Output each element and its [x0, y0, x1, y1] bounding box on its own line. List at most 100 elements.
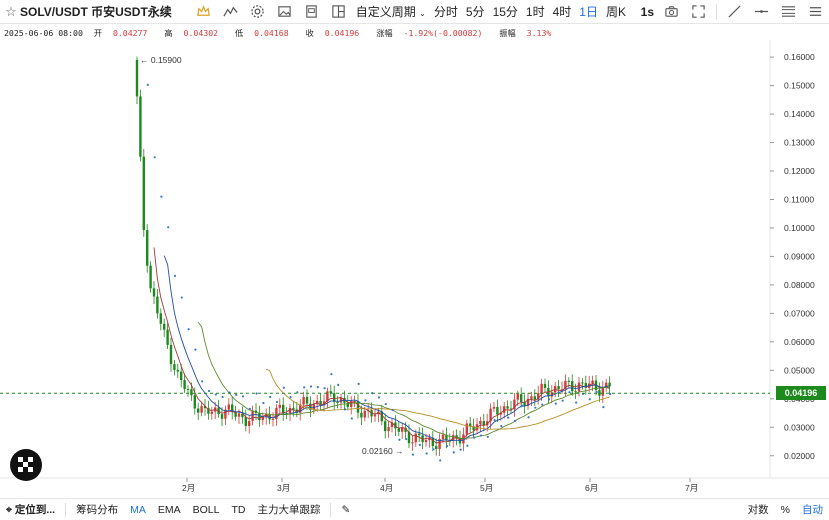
menu-icon[interactable] [802, 2, 829, 22]
sar-dot [445, 445, 449, 448]
ma-line [163, 255, 610, 442]
interval-1d[interactable]: 1日 [579, 5, 598, 19]
sar-dot [405, 437, 408, 441]
candle-body [163, 323, 166, 330]
sar-dot [588, 398, 591, 401]
fullscreen-icon[interactable] [685, 2, 712, 22]
x-axis-ticks: 2月 3月 4月 5月 6月 7月 [182, 478, 698, 493]
ma-line [266, 368, 610, 430]
sar-dot [541, 403, 544, 406]
trendline-icon[interactable] [721, 2, 748, 22]
tab-boll[interactable]: BOLL [192, 503, 220, 516]
tab-ema[interactable]: EMA [157, 503, 181, 516]
crown-icon[interactable] [190, 2, 217, 22]
candle-body [486, 421, 489, 426]
tab-td[interactable]: TD [231, 503, 246, 516]
candle-body [390, 422, 394, 428]
indicator-icon[interactable] [217, 2, 244, 22]
candle-body [305, 396, 309, 404]
candle-body [275, 407, 278, 420]
tab-ma[interactable]: MA [130, 503, 146, 516]
divider [65, 502, 67, 517]
gear-icon[interactable] [244, 2, 271, 22]
candle-body [441, 434, 445, 440]
percent-toggle[interactable]: % [780, 503, 790, 516]
sar-dot [173, 274, 177, 277]
toolbar: ☆ SOLV/USDT 币安USDT永续 自定义周期 ⌄ 分时 5分 15分 1… [0, 0, 829, 24]
candle-body [333, 393, 336, 402]
sar-dot [486, 435, 489, 438]
candle-body [224, 409, 227, 419]
sar-dot [418, 443, 421, 446]
sar-dot [500, 424, 503, 428]
interval-1min[interactable]: 分时 [433, 5, 458, 19]
ohlc-info: 2025-06-06 08:00 开 0.04277 高 0.04302 低 0… [4, 27, 563, 39]
candle-body [479, 420, 482, 425]
candle-body [146, 230, 149, 266]
sar-dot [459, 448, 462, 451]
interval-1h[interactable]: 1时 [525, 5, 545, 19]
symbol-title[interactable]: SOLV/USDT 币安USDT永续 [20, 5, 172, 19]
interval-15min[interactable]: 15分 [492, 5, 518, 19]
sar-dot [554, 402, 557, 405]
candle-body [431, 437, 434, 447]
candle-body [533, 396, 536, 400]
sar-dot [513, 419, 517, 422]
template-icon[interactable] [298, 2, 325, 22]
sar-dot [466, 444, 469, 447]
candle-body [492, 406, 496, 409]
candle-body [176, 369, 179, 372]
sar-dot [303, 386, 306, 389]
candle-body [560, 389, 564, 391]
image-icon[interactable] [271, 2, 298, 22]
interval-1w[interactable]: 周K [605, 5, 626, 19]
sar-dot [493, 418, 496, 422]
fib-icon[interactable] [775, 2, 802, 22]
camera-icon[interactable] [658, 2, 685, 22]
auto-scale-toggle[interactable]: 自动 [802, 504, 823, 516]
sar-dot [452, 451, 455, 454]
candle-body [193, 395, 196, 409]
candle-body [234, 411, 237, 417]
candle-body [574, 391, 577, 393]
y-tick-label: 0.12000 [784, 166, 815, 176]
sar-dot [520, 404, 523, 407]
candle-body [523, 402, 526, 406]
candle-body [261, 417, 264, 421]
sar-dot [473, 436, 476, 439]
refresh-rate[interactable]: 1s [640, 4, 654, 19]
sar-dot [262, 401, 265, 405]
sar-dot [411, 453, 415, 456]
layout-icon[interactable] [325, 2, 352, 22]
period-menu-label: 自定义周期 [355, 5, 416, 19]
candle-body [438, 439, 441, 449]
candle-body [411, 442, 414, 444]
interval-4h[interactable]: 4时 [552, 5, 572, 19]
brand-logo[interactable] [10, 449, 42, 481]
candle-body [513, 399, 516, 410]
candle-body [363, 410, 366, 418]
candle-body [462, 434, 465, 444]
log-scale-toggle[interactable]: 对数 [747, 504, 769, 516]
y-tick-label: 0.08000 [784, 280, 815, 290]
candle-body [472, 426, 475, 431]
sar-dot [561, 399, 564, 402]
period-menu[interactable]: 自定义周期 ⌄ [352, 3, 430, 20]
price-chart[interactable]: 0.16000 0.15000 0.14000 0.13000 0.12000 0.110… [0, 40, 829, 498]
candle-body [407, 431, 411, 444]
tab-chip-distribution[interactable]: 筹码分布 [76, 504, 119, 516]
y-tick-label: 0.10000 [784, 223, 815, 233]
tab-whale-tracking[interactable]: 主力大单跟踪 [257, 504, 321, 516]
low-label: 低 [235, 28, 244, 38]
interval-5min[interactable]: 5分 [465, 5, 485, 19]
candle-body [445, 434, 448, 441]
candle-body [608, 382, 611, 387]
sar-dot [167, 226, 170, 229]
locate-button[interactable]: ⌖ 定位到... [0, 502, 61, 517]
edit-icon[interactable]: ✎ [341, 503, 351, 516]
star-icon[interactable]: ☆ [5, 3, 17, 19]
candle-body [394, 422, 397, 429]
horizontal-line-icon[interactable] [748, 2, 775, 22]
sar-dot [384, 402, 387, 406]
sar-dot [425, 452, 428, 455]
